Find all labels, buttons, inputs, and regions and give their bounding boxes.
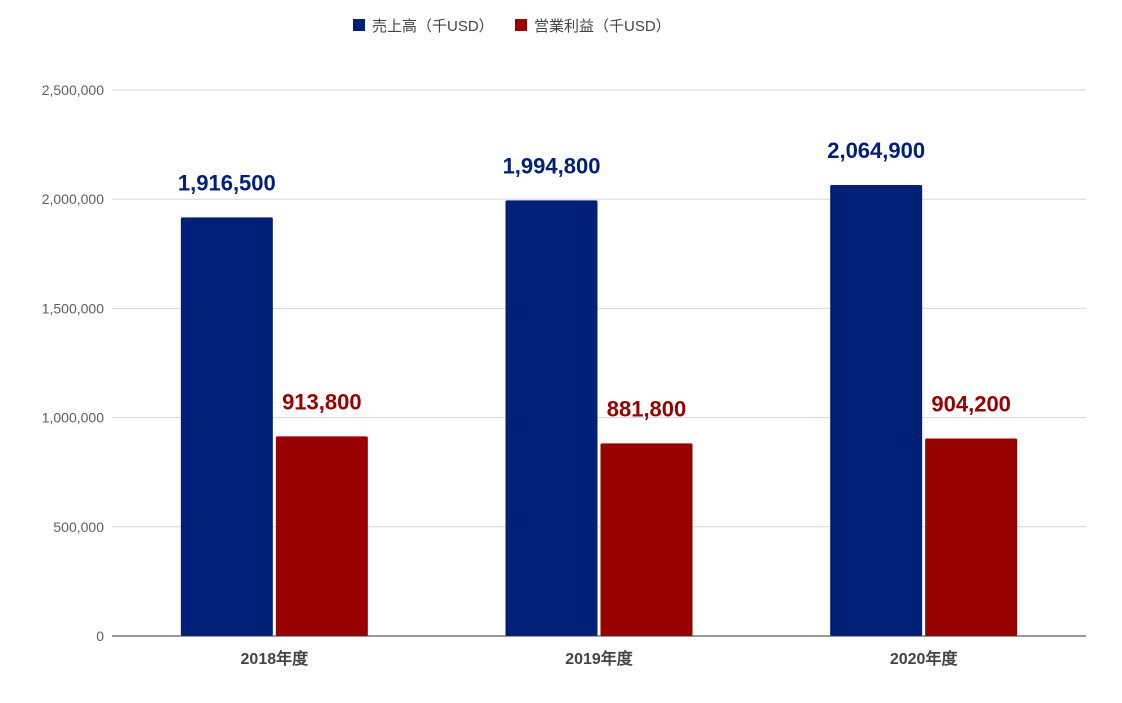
data-label-sales: 1,916,500	[178, 170, 276, 195]
data-label-operating-profit: 881,800	[607, 396, 687, 421]
y-tick-label: 0	[96, 628, 104, 644]
y-axis-ticks: 0 500,000 1,000,000 1,500,000 2,000,000 2,500…	[42, 82, 105, 644]
y-tick-label: 1,500,000	[42, 300, 104, 316]
bar-operating-profit	[925, 438, 1018, 636]
legend-swatch-sales	[353, 19, 365, 31]
bar-sales	[830, 185, 923, 637]
bar-operating-profit	[275, 436, 368, 636]
y-tick-label: 500,000	[53, 519, 104, 535]
data-label-sales: 2,064,900	[827, 138, 925, 163]
data-label-operating-profit: 904,200	[931, 392, 1011, 417]
bar-sales	[180, 217, 273, 636]
x-axis-categories: 2018年度 2019年度 2020年度	[241, 649, 959, 668]
legend-swatch-operating-profit	[515, 19, 527, 31]
y-tick-label: 1,000,000	[42, 410, 104, 426]
data-label-sales: 1,994,800	[503, 153, 601, 178]
bar-sales	[505, 200, 598, 636]
y-tick-label: 2,000,000	[42, 191, 104, 207]
gridlines	[112, 89, 1086, 528]
x-category-label: 2018年度	[241, 649, 310, 668]
legend-label-operating-profit: 営業利益（千USD）	[534, 18, 671, 35]
bar-operating-profit	[600, 443, 693, 636]
data-labels: 1,916,500 913,800 1,994,800 881,800 2,064,90…	[178, 138, 1011, 421]
data-label-operating-profit: 913,800	[282, 389, 362, 414]
x-category-label: 2019年度	[565, 649, 634, 668]
x-category-label: 2020年度	[890, 649, 959, 668]
legend-label-sales: 売上高（千USD）	[372, 18, 494, 35]
bars	[180, 185, 1018, 637]
y-tick-label: 2,500,000	[42, 82, 104, 98]
legend: 売上高（千USD） 営業利益（千USD）	[353, 18, 671, 35]
